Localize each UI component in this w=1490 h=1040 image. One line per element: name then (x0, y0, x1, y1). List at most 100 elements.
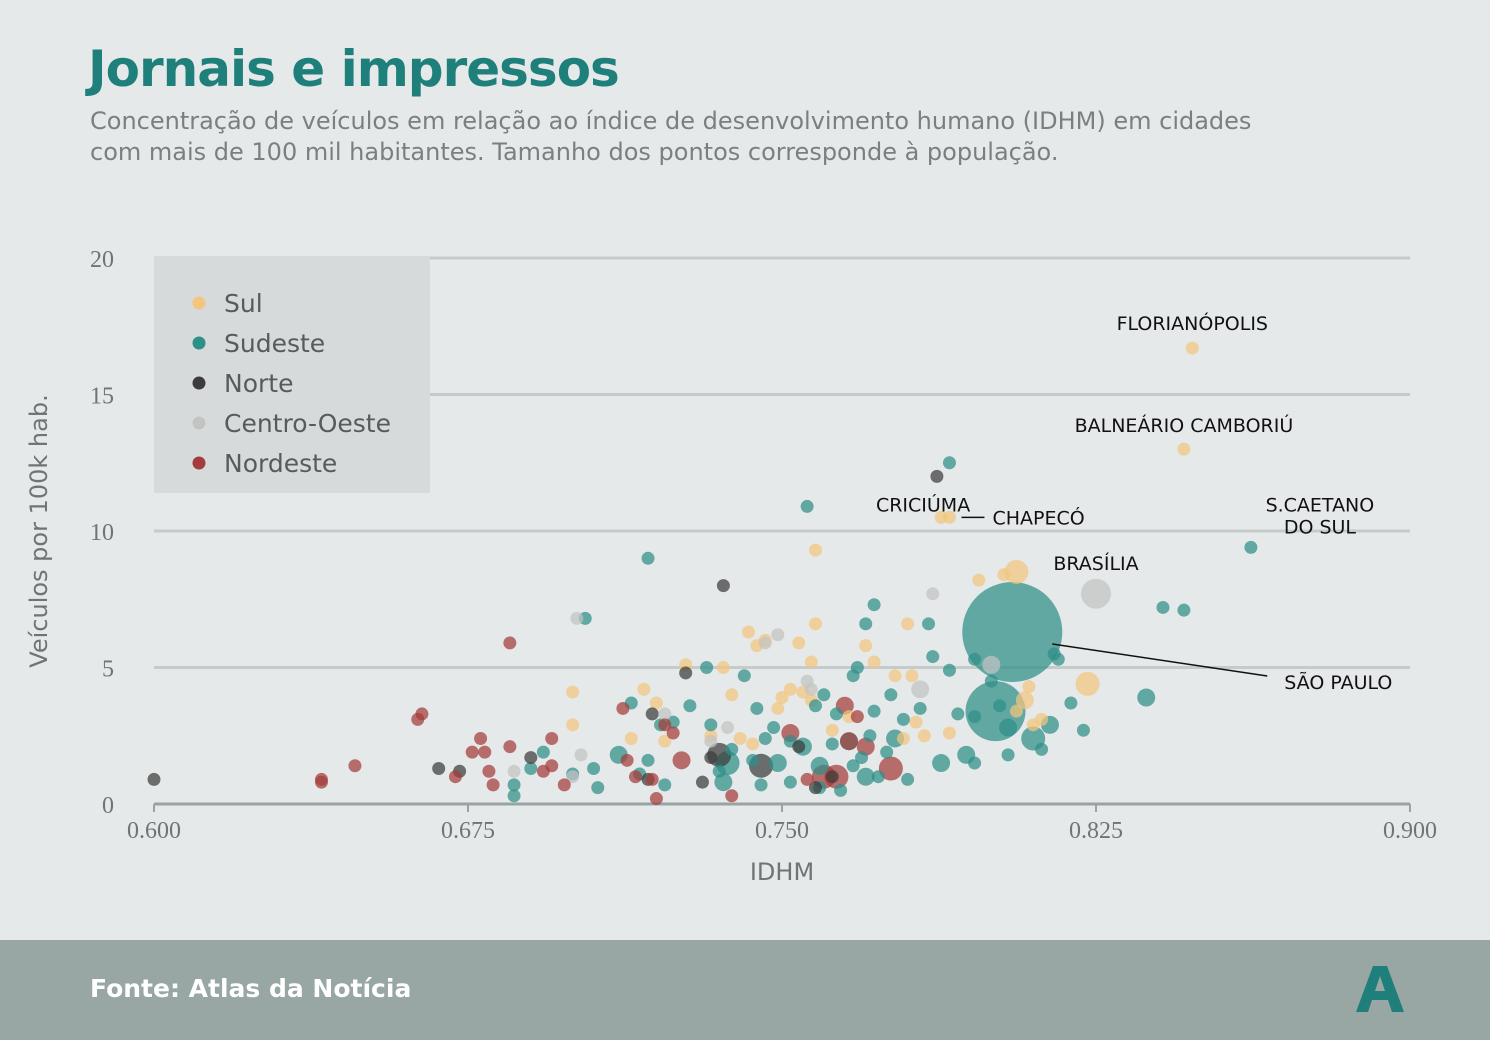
data-point (901, 617, 915, 631)
data-point (800, 499, 814, 513)
data-point (855, 751, 869, 765)
legend-marker (192, 376, 206, 390)
data-point (721, 721, 735, 735)
data-point (808, 543, 822, 557)
data-point (1004, 559, 1029, 584)
data-point (733, 731, 747, 745)
data-point (888, 669, 902, 683)
data-point (846, 759, 860, 773)
data-point (503, 740, 517, 754)
data-point (545, 731, 559, 745)
data-point (926, 587, 940, 601)
data-point (884, 688, 898, 702)
data-point (1081, 578, 1111, 609)
data-point (725, 742, 739, 756)
annotation-line: S.CAETANO (1266, 494, 1375, 516)
data-point (968, 710, 982, 724)
data-point (672, 751, 691, 770)
data-point (566, 685, 580, 699)
data-point (566, 718, 580, 732)
data-point (486, 778, 500, 792)
data-point (834, 783, 848, 797)
data-point (683, 699, 697, 713)
data-point (750, 701, 764, 715)
annotation-label: CRICIÚMA (876, 492, 970, 516)
y-tick-label: 20 (90, 247, 114, 273)
data-point (641, 551, 655, 565)
data-point (637, 682, 651, 696)
data-point (859, 617, 873, 631)
data-point (783, 775, 797, 789)
data-point (867, 598, 881, 612)
data-points (147, 341, 1258, 806)
legend-marker (192, 416, 206, 430)
data-point (524, 751, 538, 765)
x-tick-label: 0.675 (441, 818, 495, 844)
data-point (1075, 671, 1100, 696)
annotation-label: BRASÍLIA (1053, 552, 1138, 575)
x-tick-label: 0.600 (127, 818, 181, 844)
data-point (645, 707, 659, 721)
data-point (742, 625, 756, 639)
axes: 0 5 10 15 20 0.600 0.675 0.750 0.825 0.900 IDHM Veí… (25, 247, 1437, 886)
data-point (850, 710, 864, 724)
data-point (1156, 600, 1170, 614)
data-point (901, 772, 915, 786)
data-point (566, 770, 580, 784)
data-point (628, 770, 642, 784)
data-point (746, 753, 760, 767)
annotation-label: FLORIANÓPOLIS (1117, 311, 1268, 335)
data-point (962, 582, 1063, 683)
data-point (641, 753, 655, 767)
data-point (704, 734, 718, 748)
data-point (942, 510, 956, 524)
data-point (767, 721, 781, 735)
data-point (645, 772, 659, 786)
footer-source: Fonte: Atlas da Notícia (90, 974, 412, 1003)
data-point (771, 701, 785, 715)
data-point (704, 718, 718, 732)
data-point (587, 762, 601, 776)
data-point (859, 639, 873, 653)
data-point (999, 718, 1018, 737)
data-point (474, 731, 488, 745)
data-point (1015, 691, 1034, 710)
annotation-label: BALNEÁRIO CAMBORIÚ (1075, 413, 1294, 437)
data-point (725, 688, 739, 702)
data-point (775, 691, 789, 705)
data-point (448, 770, 462, 784)
data-point (993, 699, 1007, 713)
data-point (507, 789, 521, 803)
data-point (810, 756, 829, 775)
data-point (679, 666, 693, 680)
data-point (825, 737, 839, 751)
data-point (1035, 742, 1049, 756)
data-point (465, 745, 479, 759)
data-point (942, 663, 956, 677)
data-point (863, 729, 877, 743)
data-point (754, 778, 768, 792)
data-point (984, 674, 998, 688)
data-point (968, 652, 982, 666)
data-point (716, 661, 730, 674)
data-point (909, 715, 923, 729)
data-point (658, 734, 672, 748)
data-point (545, 759, 559, 773)
data-point (716, 579, 730, 593)
data-point (997, 568, 1011, 582)
data-point (507, 778, 521, 792)
data-point (972, 573, 986, 587)
data-point (666, 726, 680, 740)
data-point (871, 770, 885, 784)
data-point (478, 745, 492, 759)
data-point (737, 669, 751, 683)
data-point (932, 754, 951, 773)
atlas-logo-icon (1356, 966, 1404, 1012)
data-point (905, 669, 919, 683)
data-point (804, 682, 818, 696)
data-point (878, 756, 903, 781)
data-point (800, 772, 814, 786)
data-point (768, 754, 787, 773)
legend-label: Centro-Oeste (224, 409, 391, 438)
data-point (867, 704, 881, 718)
